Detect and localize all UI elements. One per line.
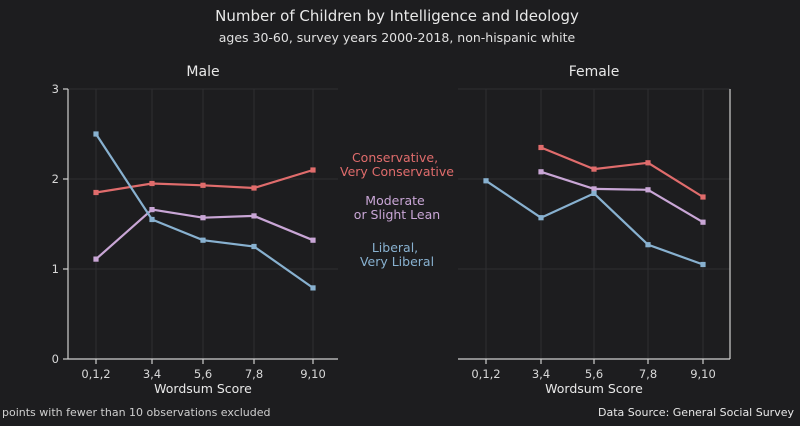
x-tick-label: 0,1,2 bbox=[471, 367, 500, 381]
x-tick-label: 3,4 bbox=[532, 367, 550, 381]
data-point bbox=[251, 243, 257, 250]
data-point bbox=[591, 190, 597, 196]
legend-liberal-line2: Very Liberal bbox=[360, 254, 434, 269]
x-tick-label: 3,4 bbox=[143, 367, 161, 381]
data-point bbox=[200, 215, 206, 221]
data-point bbox=[538, 169, 544, 175]
data-point bbox=[200, 182, 206, 188]
series-line-0 bbox=[95, 168, 314, 194]
data-point bbox=[591, 186, 597, 192]
data-point bbox=[310, 285, 316, 291]
legend-conservative-line1: Conservative, bbox=[352, 150, 438, 165]
x-tick-label: 7,8 bbox=[245, 367, 263, 381]
series-line-2 bbox=[95, 133, 314, 289]
x-tick-label: 5,6 bbox=[585, 367, 603, 381]
legend-conservative-line2: Very Conservative bbox=[340, 164, 454, 179]
data-point bbox=[591, 166, 597, 172]
data-point bbox=[310, 167, 316, 173]
data-point bbox=[700, 261, 706, 268]
legend-label-liberal: Liberal, Very Liberal bbox=[360, 240, 434, 269]
legend-moderate-line2: or Slight Lean bbox=[354, 207, 440, 222]
panel-title: Male bbox=[186, 64, 219, 80]
data-point bbox=[149, 180, 155, 187]
y-tick-label: 0 bbox=[52, 352, 59, 366]
y-tick-label: 1 bbox=[52, 262, 59, 276]
legend-liberal-line1: Liberal, bbox=[372, 240, 418, 255]
data-point bbox=[645, 242, 651, 248]
data-point bbox=[149, 216, 155, 223]
data-point bbox=[93, 189, 99, 196]
data-point bbox=[251, 213, 257, 219]
x-tick-label: 0,1,2 bbox=[81, 367, 110, 381]
x-tick-label: 7,8 bbox=[639, 367, 657, 381]
data-point bbox=[538, 144, 544, 151]
data-point bbox=[645, 160, 651, 166]
series-line-0 bbox=[540, 146, 704, 198]
x-tick-label: 9,10 bbox=[690, 367, 716, 381]
chart-subtitle: ages 30-60, survey years 2000-2018, non-… bbox=[219, 30, 576, 45]
x-axis-label: Wordsum Score bbox=[545, 381, 643, 396]
data-point bbox=[700, 219, 706, 225]
legend: Conservative, Very Conservative Moderate… bbox=[340, 150, 454, 269]
data-point bbox=[93, 256, 99, 262]
data-point bbox=[310, 237, 316, 243]
data-point bbox=[483, 178, 489, 184]
y-tick-label: 2 bbox=[52, 172, 59, 186]
data-point bbox=[149, 207, 155, 213]
legend-moderate-line1: Moderate bbox=[365, 193, 425, 208]
series-line-1 bbox=[540, 170, 704, 224]
data-point bbox=[200, 237, 206, 243]
data-source: Data Source: General Social Survey bbox=[598, 406, 794, 419]
data-point bbox=[645, 187, 651, 193]
panel-female: 0,1,2 3,4 5,6 7,8 9,10 Wordsum Score Female bbox=[458, 64, 731, 396]
y-tick-label: 3 bbox=[52, 82, 59, 96]
data-point bbox=[538, 215, 544, 221]
x-axis-label: Wordsum Score bbox=[154, 381, 252, 396]
data-point bbox=[93, 131, 99, 137]
legend-label-conservative: Conservative, Very Conservative bbox=[340, 150, 454, 179]
footnote: points with fewer than 10 observations e… bbox=[2, 406, 271, 419]
data-point bbox=[700, 194, 706, 200]
x-tick-label: 9,10 bbox=[300, 367, 326, 381]
data-point bbox=[251, 185, 257, 191]
chart-title: Number of Children by Intelligence and I… bbox=[215, 7, 579, 25]
legend-label-moderate: Moderate or Slight Lean bbox=[354, 193, 440, 222]
x-tick-label: 5,6 bbox=[194, 367, 212, 381]
panel-title: Female bbox=[569, 64, 620, 80]
panel-male: 0 1 2 3 0,1,2 3,4 5,6 7,8 9,10 Wordsum Score Male bbox=[52, 64, 338, 396]
